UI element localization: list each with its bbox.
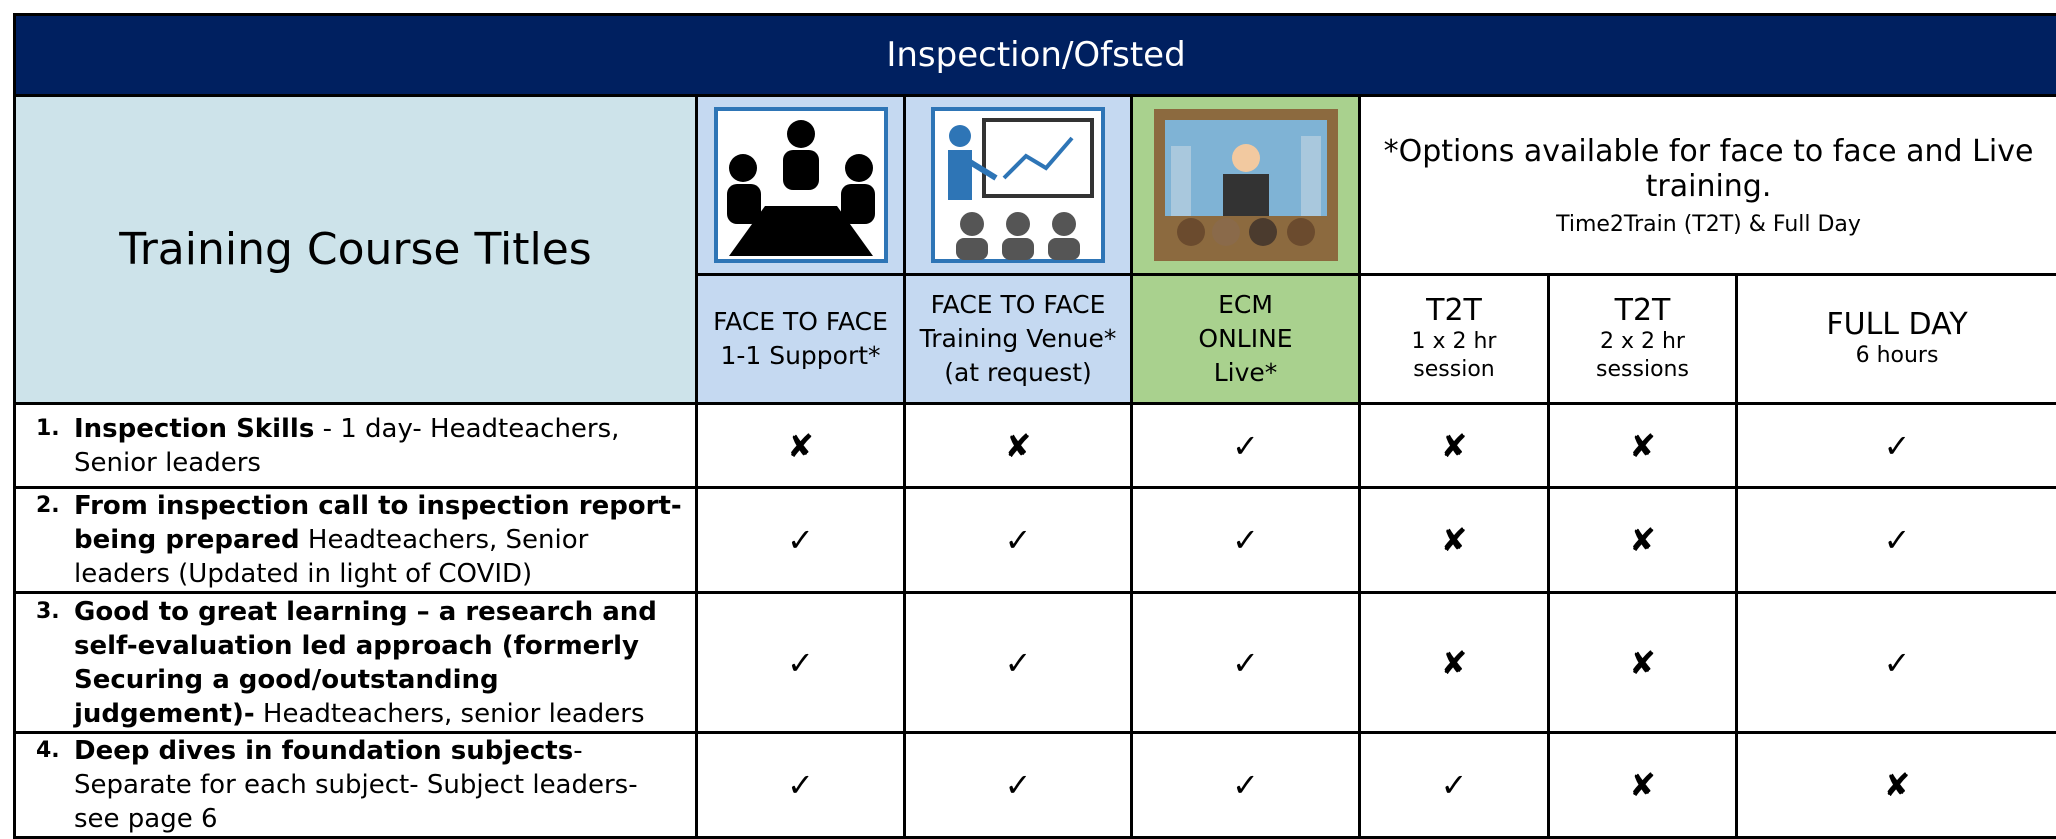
column-header-line: FACE TO FACE [698, 305, 903, 339]
availability-mark: ✓ [697, 593, 905, 733]
column-header-line: session [1361, 356, 1547, 384]
availability-mark: ✘ [905, 404, 1132, 488]
course-number: 1. [36, 412, 74, 480]
column-header-line: Live* [1133, 356, 1358, 390]
course-title: Inspection Skills [74, 414, 314, 444]
icon-cell [1132, 96, 1360, 275]
availability-mark: ✘ [1549, 733, 1737, 838]
course-body: Good to great learning – a research and … [74, 595, 683, 731]
icon-cell [905, 96, 1132, 275]
video-icon [1151, 106, 1341, 264]
column-header-line: 2 x 2 hr [1550, 328, 1735, 356]
availability-mark: ✓ [1132, 593, 1360, 733]
course-cell: 3.Good to great learning – a research an… [15, 593, 697, 733]
column-header-line: FULL DAY [1738, 308, 2056, 342]
course-title: Deep dives in foundation subjects [74, 736, 573, 766]
course-number: 3. [36, 595, 74, 731]
course-row: 2.From inspection call to inspection rep… [15, 488, 2056, 593]
availability-mark: ✘ [1737, 733, 2056, 838]
availability-mark: ✘ [1549, 593, 1737, 733]
column-header-line: ONLINE [1133, 322, 1358, 356]
note-line: Time2Train (T2T) & Full Day [1361, 212, 2056, 237]
course-row: 4.Deep dives in foundation subjects- Sep… [15, 733, 2056, 838]
availability-mark: ✓ [697, 488, 905, 593]
course-body: From inspection call to inspection repor… [74, 489, 683, 591]
icon-cell [697, 96, 905, 275]
course-body: Deep dives in foundation subjects- Separ… [74, 734, 683, 836]
column-header-line: 1 x 2 hr [1361, 328, 1547, 356]
availability-mark: ✘ [1360, 404, 1549, 488]
page-title: Inspection/Ofsted [15, 15, 2056, 96]
course-cell: 1.Inspection Skills - 1 day- Headteacher… [15, 404, 697, 488]
availability-mark: ✘ [1360, 488, 1549, 593]
availability-mark: ✓ [1132, 733, 1360, 838]
note-line: *Options available for face to face and … [1361, 134, 2056, 204]
page: Inspection/Ofsted Training Course Titles… [0, 0, 2056, 818]
availability-mark: ✓ [1737, 593, 2056, 733]
course-text: 1.Inspection Skills - 1 day- Headteacher… [36, 412, 683, 480]
availability-mark: ✓ [1132, 488, 1360, 593]
course-text: 4.Deep dives in foundation subjects- Sep… [36, 734, 683, 836]
course-detail: Headteachers, senior leaders [255, 699, 645, 729]
column-header-line: FACE TO FACE [906, 288, 1130, 322]
column-header-line: ECM [1133, 288, 1358, 322]
column-header-line: (at request) [906, 356, 1130, 390]
course-row: 1.Inspection Skills - 1 day- Headteacher… [15, 404, 2056, 488]
course-number: 2. [36, 489, 74, 591]
course-cell: 2.From inspection call to inspection rep… [15, 488, 697, 593]
availability-mark: ✓ [1737, 488, 2056, 593]
meeting-icon [713, 106, 889, 264]
column-header-line: 1-1 Support* [698, 339, 903, 373]
availability-mark: ✘ [1549, 488, 1737, 593]
availability-mark: ✘ [1360, 593, 1549, 733]
availability-mark: ✓ [1132, 404, 1360, 488]
course-number: 4. [36, 734, 74, 836]
course-cell: 4.Deep dives in foundation subjects- Sep… [15, 733, 697, 838]
training-table: Inspection/Ofsted Training Course Titles… [13, 13, 2056, 839]
course-text: 2.From inspection call to inspection rep… [36, 489, 683, 591]
column-header-line: T2T [1361, 294, 1547, 328]
options-note: *Options available for face to face and … [1360, 96, 2056, 275]
column-header-line: Training Venue* [906, 322, 1130, 356]
corner-header: Training Course Titles [15, 96, 697, 404]
availability-mark: ✓ [697, 733, 905, 838]
availability-mark: ✘ [697, 404, 905, 488]
availability-mark: ✓ [1360, 733, 1549, 838]
course-row: 3.Good to great learning – a research an… [15, 593, 2056, 733]
course-text: 3.Good to great learning – a research an… [36, 595, 683, 731]
column-header-line: sessions [1550, 356, 1735, 384]
column-header-line: 6 hours [1738, 342, 2056, 370]
column-header-line: T2T [1550, 294, 1735, 328]
availability-mark: ✓ [905, 733, 1132, 838]
course-body: Inspection Skills - 1 day- Headteachers,… [74, 412, 683, 480]
availability-mark: ✓ [905, 593, 1132, 733]
availability-mark: ✓ [1737, 404, 2056, 488]
presentation-icon [930, 106, 1106, 264]
availability-mark: ✓ [905, 488, 1132, 593]
availability-mark: ✘ [1549, 404, 1737, 488]
